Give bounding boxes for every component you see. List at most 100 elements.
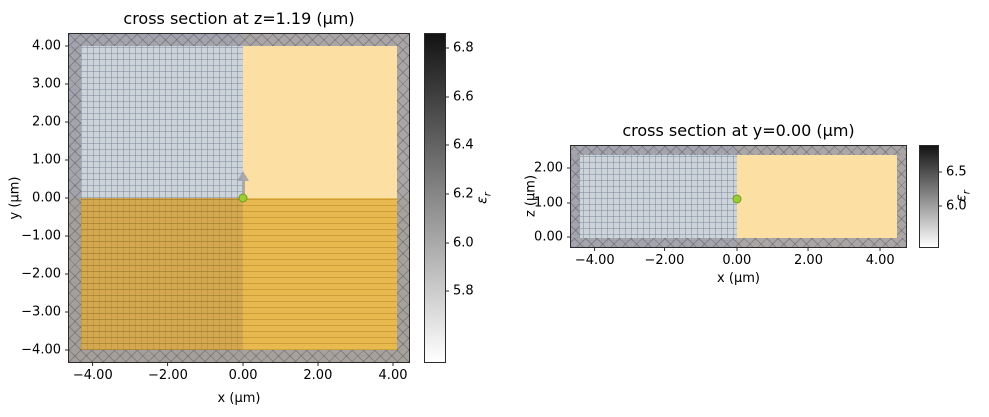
tick-mark (65, 83, 69, 85)
x-tick-label: −4.00 (72, 368, 113, 383)
tick-mark (317, 362, 319, 366)
tick-mark (65, 349, 69, 351)
y-tick: 2.00 (32, 114, 69, 129)
tick-mark (65, 197, 69, 199)
z-tick-label: 2.00 (534, 160, 563, 176)
left-plot-title: cross section at z=1.19 (μm) (123, 9, 355, 28)
x-tick-label: 2.00 (303, 368, 333, 383)
left-plot-y-axis: 4.00 3.00 2.00 1.00 0.00 −1.00 (21, 34, 409, 362)
pml-boundary-bottom (69, 350, 409, 362)
x-tick-label: −4.00 (574, 253, 615, 268)
epsilon-subscript: r (482, 192, 494, 197)
region-substrate (243, 198, 409, 362)
y-tick: −4.00 (21, 343, 69, 358)
colorbar-tick-label: 5.8 (453, 283, 474, 299)
y-tick-label: 0.00 (32, 190, 61, 206)
y-tick-label: 4.00 (32, 38, 61, 54)
z-tick-label: 1.00 (534, 195, 563, 211)
tick-mark (567, 236, 571, 238)
tick-mark (65, 45, 69, 47)
z-tick-label: 0.00 (534, 229, 563, 245)
pml-boundary-bottom (571, 238, 906, 247)
y-tick-label: −3.00 (21, 304, 61, 320)
left-plot-xlabel: x (μm) (217, 391, 261, 406)
right-colorbar: 6.5 6.0 (919, 145, 967, 248)
source-marker-dot (238, 193, 248, 203)
tick-mark (736, 247, 738, 251)
tick-mark (392, 362, 394, 366)
tick-mark (594, 247, 596, 251)
y-tick-label: 1.00 (32, 152, 61, 168)
pml-boundary-right (397, 46, 409, 350)
colorbar-tick-label: 6.0 (946, 198, 967, 214)
left-plot-area: −4.00 −2.00 0.00 2.00 4.00 4.00 (21, 33, 410, 383)
right-colorbar-ticks: 6.5 6.0 (920, 146, 967, 247)
region-cladding (736, 146, 906, 247)
tick-mark (567, 202, 571, 204)
tick-mark (445, 193, 449, 195)
left-colorbar: 6.8 6.6 6.4 6.2 6.0 5.8 (424, 33, 474, 363)
right-plot-xlabel: x (μm) (717, 271, 760, 286)
colorbar-tick-label: 6.5 (946, 164, 967, 180)
z-tick: 1.00 (534, 195, 571, 210)
tick-mark (92, 362, 94, 366)
y-tick-label: 3.00 (32, 76, 61, 92)
tick-mark (879, 247, 881, 251)
x-tick-label: 0.00 (722, 253, 752, 268)
colorbar-tick: 6.5 (938, 165, 967, 180)
tick-mark (445, 144, 449, 146)
colorbar-tick: 6.4 (445, 138, 474, 153)
colorbar-tick-label: 6.8 (453, 40, 474, 56)
z-tick: 0.00 (534, 229, 571, 244)
x-tick-label: 4.00 (378, 368, 408, 383)
region-substrate-meshed (69, 198, 244, 362)
colorbar-tick: 6.0 (938, 198, 967, 213)
y-tick: −1.00 (21, 229, 69, 244)
y-tick: 0.00 (32, 191, 69, 206)
y-tick-label: −1.00 (21, 228, 61, 244)
right-permittivity-map (571, 146, 906, 247)
tick-mark (567, 167, 571, 169)
right-plot-area: −4.00 −2.00 0.00 2.00 4.00 2.00 (534, 145, 907, 268)
tick-mark (167, 362, 169, 366)
colorbar-tick: 6.2 (445, 187, 474, 202)
source-direction-arrow (237, 171, 250, 198)
x-tick-label: 2.00 (794, 253, 823, 268)
colorbar-tick: 6.0 (445, 235, 474, 250)
y-tick: −3.00 (21, 305, 69, 320)
colorbar-tick-label: 6.0 (453, 235, 474, 251)
tick-mark (65, 235, 69, 237)
region-cladding-meshed (571, 146, 737, 247)
left-colorbar-ticks: 6.8 6.6 6.4 6.2 6.0 5.8 (425, 34, 474, 362)
colorbar-tick: 5.8 (445, 284, 474, 299)
left-plot-ylabel: y (μm) (7, 176, 23, 220)
tick-mark (65, 273, 69, 275)
region-cladding-meshed (69, 34, 244, 198)
x-tick: 4.00 (866, 247, 895, 268)
y-tick: −2.00 (21, 267, 69, 282)
pml-boundary-right (897, 155, 906, 238)
right-colorbar-label: εr (954, 190, 973, 202)
tick-mark (242, 362, 244, 366)
x-tick: 0.00 (229, 362, 258, 383)
colorbar-tick: 6.8 (445, 40, 474, 55)
tick-mark (65, 159, 69, 161)
tick-mark (938, 171, 942, 173)
x-tick-label: 0.00 (228, 368, 258, 383)
x-tick-label: −2.00 (644, 253, 685, 268)
right-plot-x-axis: −4.00 −2.00 0.00 2.00 4.00 (571, 146, 906, 268)
colorbar-tick-label: 6.4 (453, 137, 474, 153)
x-tick: −2.00 (148, 362, 188, 383)
x-tick: 0.00 (722, 247, 751, 268)
epsilon-symbol: ε (474, 196, 491, 204)
x-tick-label: −2.00 (148, 368, 188, 383)
right-plot-z-axis: 2.00 1.00 0.00 (534, 146, 906, 247)
x-tick: 2.00 (794, 247, 823, 268)
colorbar-tick-label: 6.6 (453, 89, 474, 105)
tick-mark (445, 47, 449, 49)
x-tick: −4.00 (73, 362, 113, 383)
colorbar-tick-label: 6.2 (453, 186, 474, 202)
y-tick: 4.00 (32, 38, 69, 53)
x-tick: −4.00 (575, 247, 615, 268)
tick-mark (445, 96, 449, 98)
